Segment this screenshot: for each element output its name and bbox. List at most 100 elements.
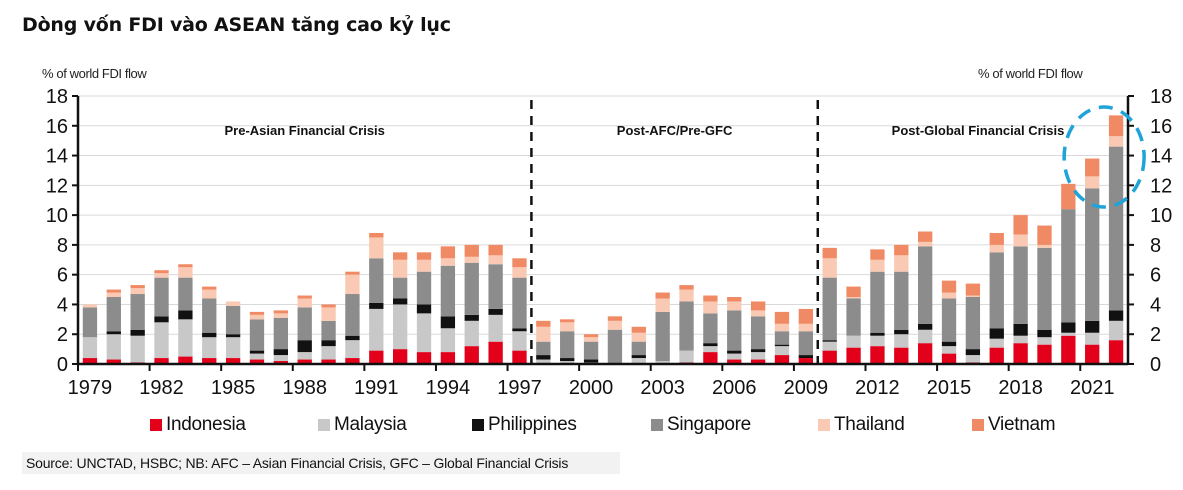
bar-segment-indonesia bbox=[440, 352, 456, 364]
bar-segment-thailand bbox=[1108, 136, 1124, 147]
bar-segment-singapore bbox=[703, 313, 718, 344]
legend-swatch bbox=[318, 419, 330, 431]
legend-item-indonesia: Indonesia bbox=[150, 414, 246, 436]
bar-segment-malaysia bbox=[1085, 332, 1100, 345]
bar-stack-1997 bbox=[512, 258, 527, 364]
bar-segment-philippines bbox=[965, 349, 981, 356]
y-tick-label-left: 0 bbox=[57, 354, 68, 376]
bar-segment-singapore bbox=[894, 271, 909, 330]
bar-segment-thailand bbox=[560, 322, 575, 332]
bar-segment-vietnam bbox=[416, 252, 432, 260]
bar-stack-2017 bbox=[989, 232, 1004, 364]
bar-segment-malaysia bbox=[82, 337, 98, 359]
bar-segment-indonesia bbox=[1108, 340, 1124, 364]
bar-stack-2000 bbox=[583, 334, 599, 364]
bar-segment-thailand bbox=[249, 314, 265, 320]
bar-segment-malaysia bbox=[655, 361, 670, 364]
bar-segment-malaysia bbox=[321, 346, 336, 360]
bar-segment-thailand bbox=[202, 289, 217, 299]
bar-segment-singapore bbox=[512, 277, 527, 329]
period-label: Post-AFC/Pre-GFC bbox=[617, 123, 733, 138]
x-tick-label: 2018 bbox=[998, 377, 1043, 399]
bar-segment-indonesia bbox=[273, 361, 288, 364]
bar-segment-philippines bbox=[774, 344, 790, 347]
bar-segment-indonesia bbox=[82, 358, 98, 364]
x-tick-label: 1994 bbox=[426, 377, 471, 399]
bar-segment-singapore bbox=[536, 341, 551, 356]
bar-segment-vietnam bbox=[655, 292, 670, 299]
bar-stack-1986 bbox=[249, 311, 265, 364]
bar-segment-singapore bbox=[1013, 246, 1028, 324]
bar-segment-vietnam bbox=[870, 249, 885, 260]
bar-stack-2004 bbox=[679, 285, 694, 364]
bar-segment-philippines bbox=[1061, 322, 1076, 333]
period-label: Pre-Asian Financial Crisis bbox=[225, 123, 385, 138]
bar-stack-1993 bbox=[416, 252, 432, 364]
bar-segment-philippines bbox=[464, 314, 479, 321]
bar-segment-thailand bbox=[798, 323, 813, 332]
bar-segment-malaysia bbox=[130, 335, 145, 363]
bar-segment-vietnam bbox=[750, 301, 766, 311]
x-tick-label: 1997 bbox=[497, 377, 542, 399]
x-tick-label: 2000 bbox=[569, 377, 614, 399]
bar-segment-vietnam bbox=[178, 264, 193, 268]
bar-segment-singapore bbox=[321, 320, 336, 341]
bar-segment-malaysia bbox=[345, 340, 360, 359]
y-tick-label-left: 14 bbox=[46, 146, 68, 168]
bar-segment-vietnam bbox=[1013, 215, 1028, 235]
bar-segment-thailand bbox=[440, 258, 456, 266]
y-tick-label-right: 12 bbox=[1150, 175, 1172, 197]
bar-segment-indonesia bbox=[941, 353, 957, 364]
bar-segment-malaysia bbox=[178, 319, 193, 357]
bar-segment-philippines bbox=[393, 298, 408, 305]
x-tick-label: 1982 bbox=[139, 377, 184, 399]
legend-item-malaysia: Malaysia bbox=[318, 414, 407, 436]
bar-segment-philippines bbox=[750, 349, 766, 353]
bar-segment-philippines bbox=[1013, 323, 1028, 336]
bar-segment-indonesia bbox=[178, 356, 193, 364]
bar-segment-malaysia bbox=[202, 337, 217, 359]
bar-segment-vietnam bbox=[512, 258, 527, 268]
bar-stack-1980 bbox=[106, 289, 121, 364]
bar-segment-malaysia bbox=[894, 334, 909, 348]
bar-segment-singapore bbox=[1085, 188, 1100, 321]
bar-segment-indonesia bbox=[1037, 344, 1052, 364]
bar-segment-vietnam bbox=[918, 231, 933, 242]
bar-segment-philippines bbox=[583, 359, 599, 363]
bar-stack-1988 bbox=[297, 295, 312, 364]
bar-segment-philippines bbox=[560, 358, 575, 362]
bar-segment-thailand bbox=[774, 323, 790, 332]
bar-segment-indonesia bbox=[1013, 343, 1028, 364]
bar-segment-thailand bbox=[154, 273, 169, 278]
bars bbox=[82, 115, 1124, 364]
bar-segment-indonesia bbox=[154, 358, 169, 364]
legend-label: Thailand bbox=[834, 414, 905, 435]
period-label: Post-Global Financial Crisis bbox=[892, 123, 1065, 138]
bar-segment-indonesia bbox=[918, 343, 933, 364]
bar-segment-vietnam bbox=[965, 283, 981, 296]
bar-segment-vietnam bbox=[894, 244, 909, 256]
bar-segment-indonesia bbox=[345, 358, 360, 364]
bar-segment-vietnam bbox=[727, 297, 742, 302]
bar-segment-vietnam bbox=[273, 310, 288, 314]
y-tick-label-left: 4 bbox=[57, 294, 68, 316]
legend-label: Malaysia bbox=[334, 414, 407, 435]
bar-stack-2002 bbox=[631, 326, 646, 364]
bar-segment-philippines bbox=[1108, 310, 1124, 321]
bar-stack-1998 bbox=[536, 320, 551, 364]
legend-swatch bbox=[651, 419, 663, 431]
bar-segment-philippines bbox=[440, 316, 456, 329]
bar-segment-philippines bbox=[249, 350, 265, 354]
bar-segment-vietnam bbox=[941, 280, 957, 293]
y-tick-label-right: 6 bbox=[1150, 265, 1161, 287]
bar-segment-thailand bbox=[178, 267, 193, 278]
bar-segment-thailand bbox=[870, 259, 885, 272]
bar-segment-thailand bbox=[297, 298, 312, 308]
bar-segment-singapore bbox=[1061, 209, 1076, 323]
bar-segment-thailand bbox=[82, 304, 98, 308]
bar-segment-thailand bbox=[321, 307, 336, 321]
legend-label: Singapore bbox=[667, 414, 751, 435]
legend-swatch bbox=[150, 419, 162, 431]
bar-segment-singapore bbox=[965, 297, 981, 350]
x-tick-label: 1988 bbox=[282, 377, 327, 399]
